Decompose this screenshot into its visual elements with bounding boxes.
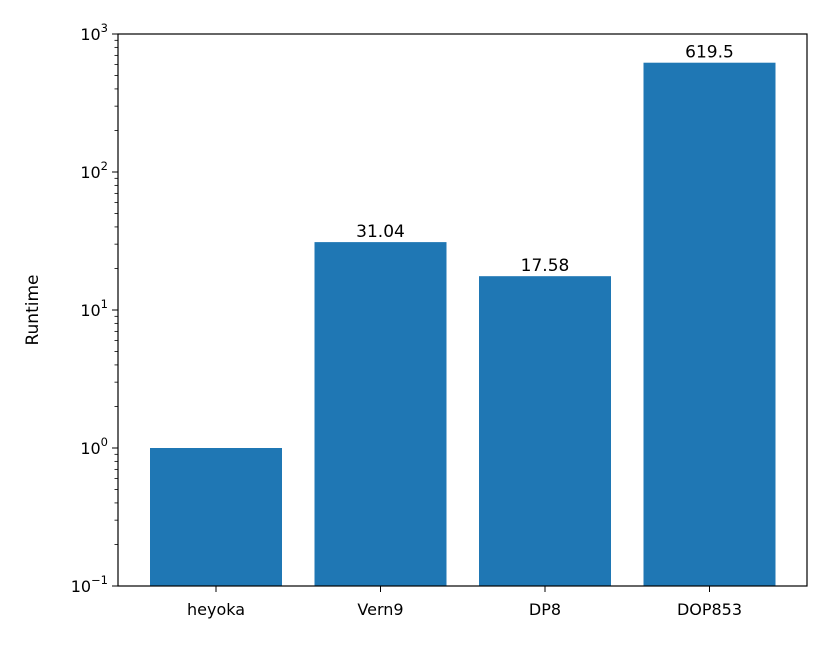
x-tick-label-dp8: DP8 [529,600,561,619]
x-tick-label-dop853: DOP853 [677,600,742,619]
x-tick-label-vern9: Vern9 [357,600,403,619]
y-tick-label: 100 [80,435,108,458]
data-label-vern9: 31.04 [356,222,405,242]
y-tick-label: 10−1 [71,573,108,596]
bars-layer [150,62,776,586]
bar-dp8 [479,276,611,586]
y-axis-label: Runtime [23,274,43,345]
bar-vern9 [314,242,447,586]
x-tick-label-heyoka: heyoka [187,600,245,619]
bar-dop853 [643,62,776,586]
bar-heyoka [150,448,282,586]
y-tick-label: 102 [80,159,108,182]
data-label-dp8: 17.58 [521,256,570,276]
y-tick-label: 101 [80,297,108,320]
y-axis: 10−1 100 101 102 103 [71,21,118,596]
y-tick-label: 103 [80,21,108,44]
data-labels-layer: 31.04 17.58 619.5 [356,43,734,276]
x-axis: heyoka Vern9 DP8 DOP853 [187,586,742,619]
data-label-dop853: 619.5 [685,43,734,63]
